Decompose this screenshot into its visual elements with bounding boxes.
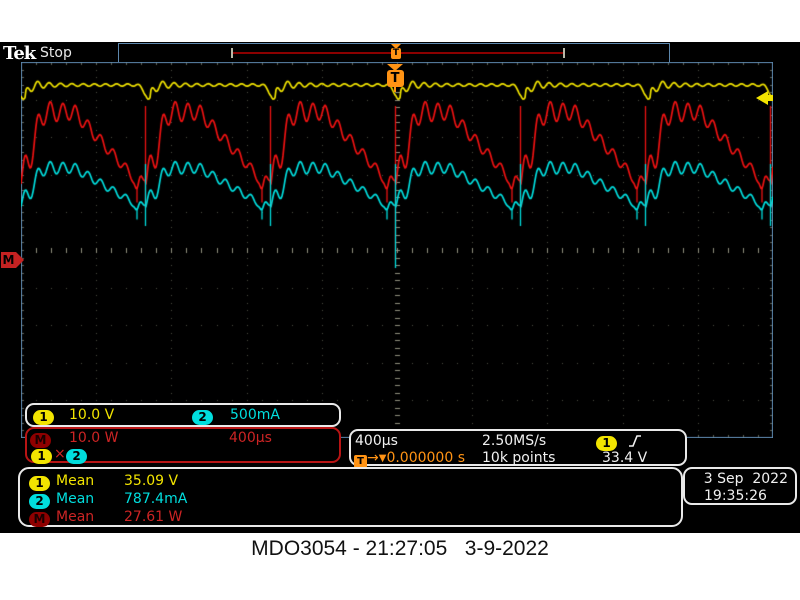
math-marker-tip-icon (16, 252, 24, 268)
trigger-arrow-icon (387, 64, 403, 71)
ch2-badge[interactable]: 2 (192, 410, 213, 425)
math-timebase: 400µs (229, 430, 272, 446)
trigger-source-badge: 1 (596, 436, 617, 451)
arrow-tail (768, 95, 773, 101)
date-value: 3 Sep 2022 (703, 471, 788, 487)
trigger-level-arrow[interactable] (756, 91, 773, 105)
meas1-value: 35.09 V (124, 473, 179, 489)
trigger-readout-panel[interactable]: 400µs 2.50MS/s 1 T →▼0.000000 s 10k point… (349, 429, 687, 468)
math-source1-badge: 1 (31, 449, 52, 464)
channel-scale-panel[interactable]: 1 10.0 V 2 500mA (25, 403, 341, 427)
marker-down-icon: ▼ (378, 453, 387, 464)
meas3-label: Mean (56, 509, 95, 525)
sample-rate: 2.50MS/s (482, 433, 547, 449)
meas2-badge: 2 (29, 494, 50, 509)
trigger-t-label: T (391, 48, 401, 59)
math-scale[interactable]: 10.0 W (69, 430, 119, 446)
trigger-level-value: 33.4 V (602, 450, 648, 466)
ch1-scale[interactable]: 10.0 V (69, 407, 115, 423)
ch2-scale[interactable]: 500mA (230, 407, 280, 423)
trigger-t-icon: T (354, 455, 367, 468)
meas1-badge: 1 (29, 476, 50, 491)
measurements-panel[interactable]: 1 Mean 35.09 V 2 Mean 787.4mA M Mean 27.… (18, 467, 683, 527)
screenshot-caption: MDO3054 - 21:27:05 3-9-2022 (251, 537, 549, 560)
ch1-badge[interactable]: 1 (33, 410, 54, 425)
math-badge[interactable]: M (30, 433, 51, 448)
time-value: 19:35:26 (704, 488, 767, 504)
left-arrow-icon (756, 91, 768, 105)
wave-inspector-bar[interactable]: T (118, 43, 670, 63)
wave-inspector-trigger-icon[interactable]: T (390, 44, 402, 59)
meas2-value: 787.4mA (124, 491, 188, 507)
trigger-position-readout: T →▼0.000000 s (354, 450, 465, 468)
meas2-label: Mean (56, 491, 95, 507)
arrow-right-icon: → (367, 450, 379, 466)
trigger-slope-icon (628, 432, 642, 451)
horizontal-timebase: 400µs (355, 433, 398, 449)
record-view-left-bracket (231, 48, 233, 58)
trigger-arrow-icon (391, 44, 401, 49)
trigger-position-value: 0.000000 s (386, 450, 465, 466)
math-marker-label: M (1, 252, 16, 268)
datetime-box: 3 Sep 2022 19:35:26 (683, 467, 797, 505)
meas3-value: 27.61 W (124, 509, 183, 525)
tek-logo: Tek (3, 43, 36, 64)
record-length: 10k points (482, 450, 556, 466)
acquisition-status: Stop (40, 45, 72, 61)
math-operator: × (54, 446, 66, 462)
math-panel[interactable]: M 10.0 W 400µs 1 × 2 (25, 427, 341, 464)
meas3-badge: M (29, 512, 50, 527)
trigger-marker-stem (394, 87, 396, 92)
trigger-t-label: T (386, 70, 404, 87)
oscilloscope-screen: Tek Stop T T M 1 10.0 V 2 500mA M 10.0 W… (0, 42, 800, 533)
record-view-right-bracket (563, 48, 565, 58)
trigger-position-marker[interactable]: T (386, 64, 404, 92)
meas1-label: Mean (56, 473, 95, 489)
math-source2-badge: 2 (66, 449, 87, 464)
graticule-canvas (21, 62, 773, 438)
